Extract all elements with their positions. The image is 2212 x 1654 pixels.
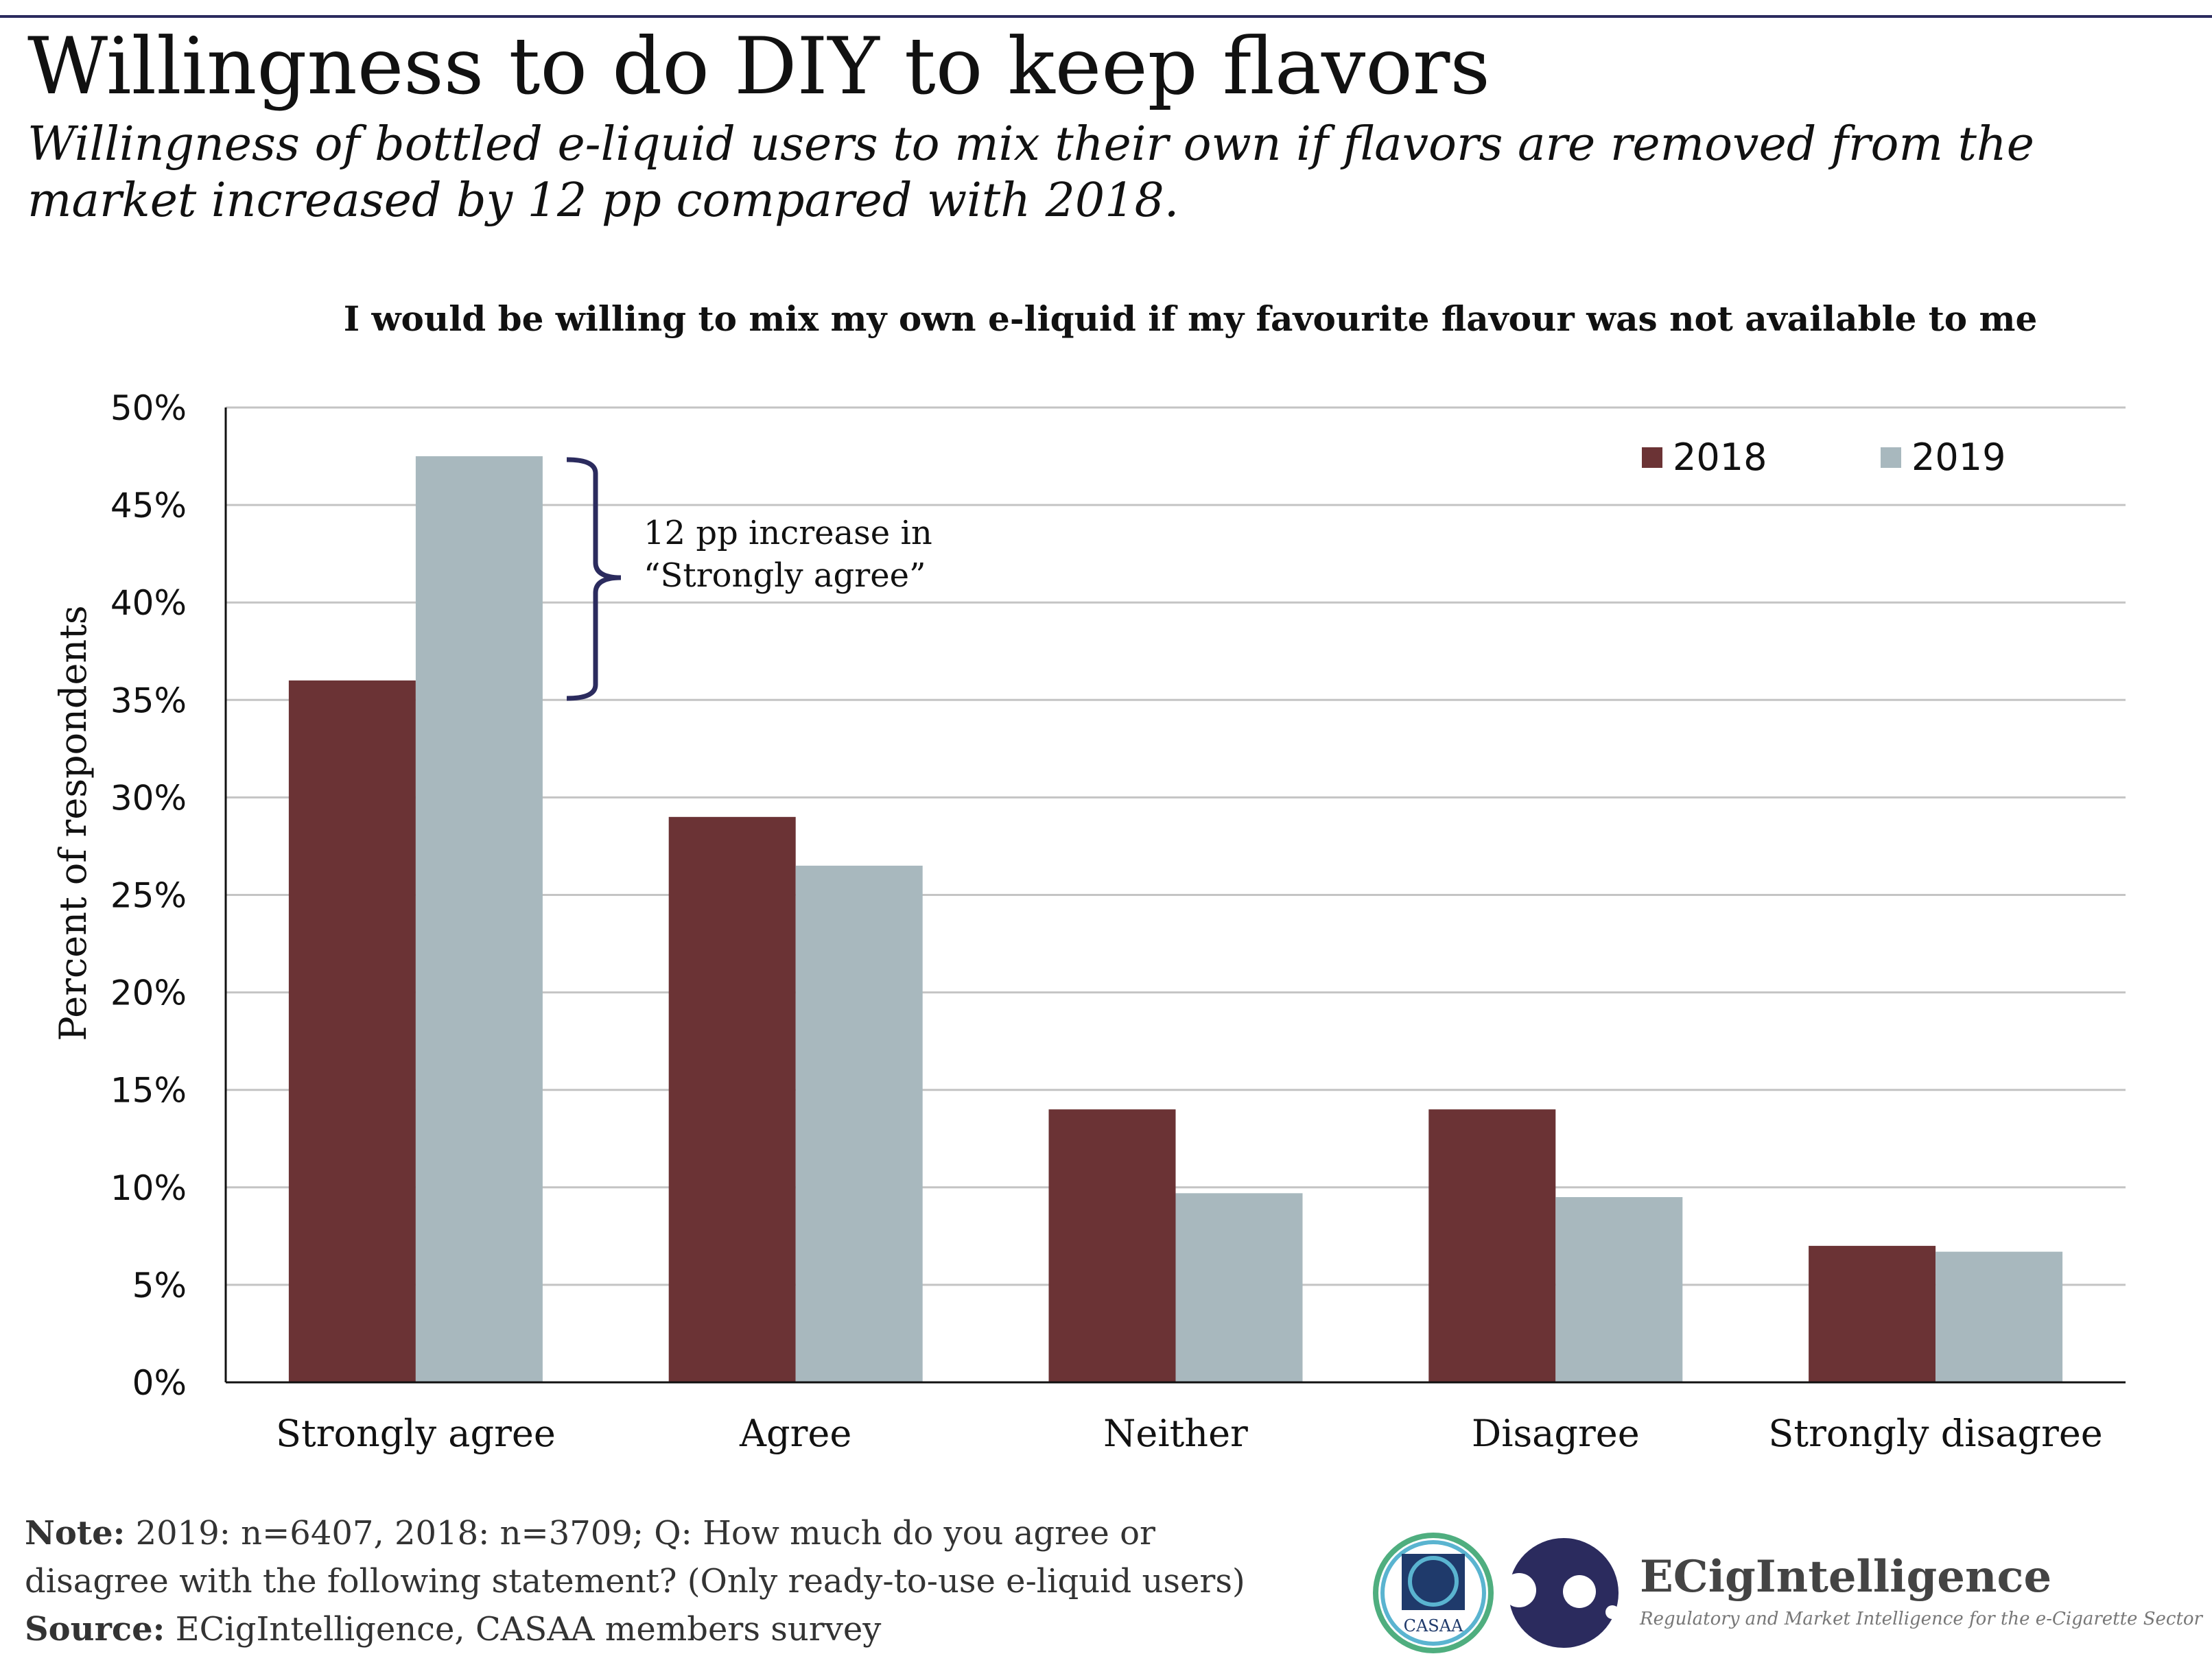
source-text: ECigIntelligence, CASAA members survey xyxy=(165,1610,882,1649)
bar-2019-3 xyxy=(1555,1197,1683,1382)
x-category-label: Strongly agree xyxy=(276,1412,556,1455)
casaa-logo: CASAA xyxy=(1373,1533,1494,1653)
bar-2018-0 xyxy=(288,680,416,1382)
y-axis-label: Percent of respondents xyxy=(51,605,95,1041)
ecig-logo-mark xyxy=(1502,1538,1619,1648)
brand-name: ECigIntelligence xyxy=(1640,1551,2051,1603)
brace-icon xyxy=(566,457,622,701)
footnote: Note: 2019: n=6407, 2018: n=3709; Q: How… xyxy=(25,1509,1260,1653)
chart-title: I would be willing to mix my own e-liqui… xyxy=(344,298,2038,339)
source-line: Source: ECigIntelligence, CASAA members … xyxy=(25,1605,1260,1653)
note-text: 2019: n=6407, 2018: n=3709; Q: How much … xyxy=(25,1514,1245,1600)
x-category-label: Strongly disagree xyxy=(1768,1412,2102,1455)
bar-2018-2 xyxy=(1048,1109,1176,1382)
y-tick-label: 35% xyxy=(110,681,187,720)
y-tick-label: 50% xyxy=(110,388,187,428)
source-label: Source: xyxy=(25,1610,165,1649)
y-tick-label: 0% xyxy=(132,1363,187,1403)
x-category-label: Agree xyxy=(739,1412,851,1455)
bar-2018-1 xyxy=(668,816,796,1382)
annotation-line-2: “Strongly agree” xyxy=(644,556,926,595)
page-title: Willingness to do DIY to keep flavors xyxy=(27,21,1490,112)
legend-label: 2018 xyxy=(1673,436,1767,479)
y-tick-label: 45% xyxy=(110,486,187,525)
annotation-line-1: 12 pp increase in xyxy=(644,514,932,552)
y-tick-label: 40% xyxy=(110,583,187,623)
bar-2018-3 xyxy=(1428,1109,1556,1382)
bar-2018-4 xyxy=(1809,1246,1936,1382)
bar-2019-1 xyxy=(795,865,923,1382)
brand-tagline: Regulatory and Market Intelligence for t… xyxy=(1639,1609,2204,1629)
y-tick-label: 30% xyxy=(110,778,187,818)
y-tick-label: 5% xyxy=(132,1266,187,1306)
bar-2019-2 xyxy=(1175,1193,1303,1382)
y-tick-label: 25% xyxy=(110,876,187,916)
x-category-label: Neither xyxy=(1103,1412,1248,1455)
note-label: Note: xyxy=(25,1514,126,1552)
top-rule xyxy=(0,15,2212,18)
casaa-logo-text: CASAA xyxy=(1404,1616,1463,1635)
bar-2019-0 xyxy=(415,456,543,1382)
y-tick-label: 20% xyxy=(110,973,187,1013)
note-line: Note: 2019: n=6407, 2018: n=3709; Q: How… xyxy=(25,1509,1260,1605)
annotation: 12 pp increase in “Strongly agree” xyxy=(566,457,932,701)
legend-swatch-2018 xyxy=(1642,447,1662,468)
y-tick-label: 10% xyxy=(110,1168,187,1208)
y-tick-label: 15% xyxy=(110,1071,187,1111)
bar-2019-4 xyxy=(1936,1251,2063,1382)
logos: CASAA ECigIntelligence Regulatory and Ma… xyxy=(1373,1533,2204,1653)
legend-swatch-2019 xyxy=(1881,447,1901,468)
legend-label: 2019 xyxy=(1911,436,2005,479)
x-category-label: Disagree xyxy=(1472,1412,1640,1455)
page-subtitle: Willingness of bottled e-liquid users to… xyxy=(27,117,2034,228)
